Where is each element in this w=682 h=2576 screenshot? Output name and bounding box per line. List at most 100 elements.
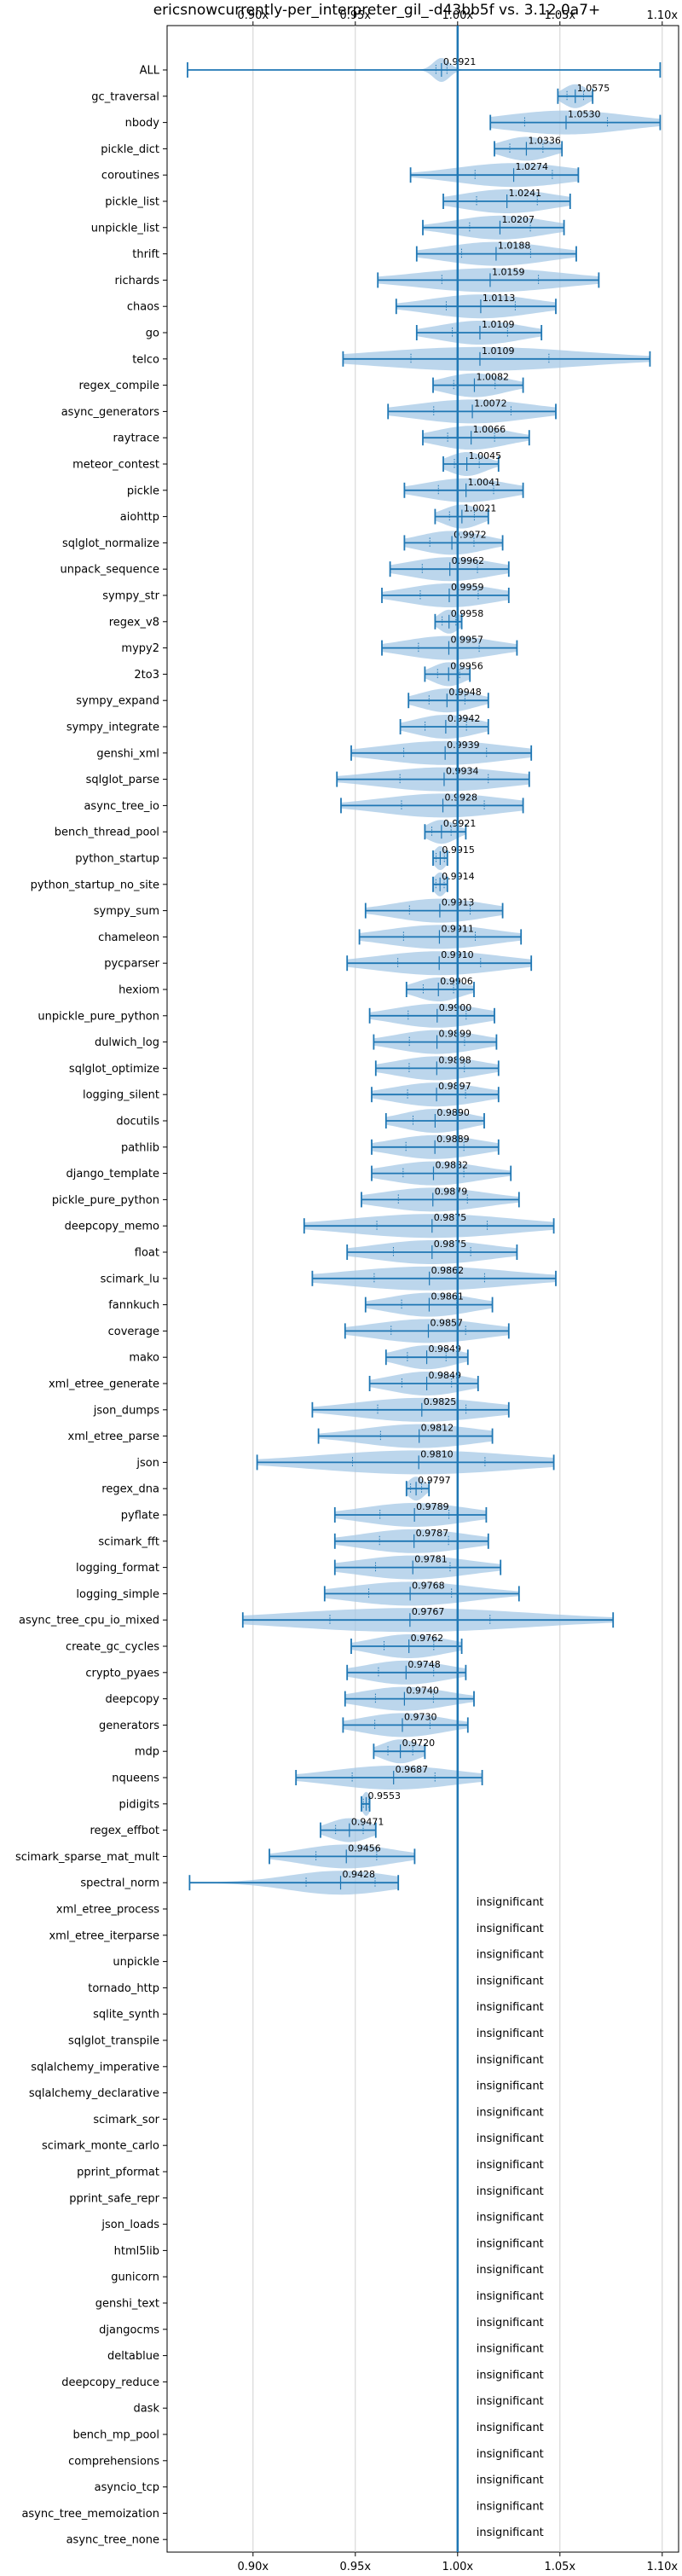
median-value-label: 0.9787 — [416, 1528, 449, 1539]
benchmark-row: tornado_http insignificant — [88, 1975, 544, 1995]
benchmark-row: deepcopy_memo 0.9875 — [65, 1212, 555, 1239]
benchmark-name: xml_etree_process — [56, 1904, 159, 1917]
benchmark-name: django_template — [66, 1168, 159, 1181]
median-value-label: 1.0575 — [577, 83, 610, 94]
benchmark-row: pidigits 0.9553 — [119, 1790, 401, 1816]
benchmark-row: python_startup0.9915 — [75, 844, 475, 870]
x-tick-label-top: 0.90x — [237, 9, 269, 22]
median-value-label: 0.9959 — [451, 582, 484, 593]
benchmark-row: nbody 1.0530 — [125, 109, 662, 135]
benchmark-row: xml_etree_process insignificant — [56, 1896, 544, 1917]
benchmark-row: ALL 0.9921 — [140, 56, 662, 82]
median-value-label: 0.9921 — [443, 818, 477, 829]
insignificant-label: insignificant — [477, 2028, 544, 2040]
benchmark-row: scimark_sparse_mat_mult 0.9456 — [15, 1842, 416, 1869]
benchmark-row: genshi_text insignificant — [95, 2290, 544, 2311]
x-tick-label-bottom: 0.90x — [237, 2561, 269, 2573]
benchmark-name: async_generators — [61, 406, 160, 419]
benchmark-row: async_tree_none insignificant — [66, 2527, 544, 2547]
median-value-label: 0.9789 — [416, 1501, 449, 1512]
benchmark-row: crypto_pyaes 0.9748 — [85, 1659, 467, 1685]
benchmark-row: scimark_lu 0.9862 — [101, 1265, 557, 1291]
benchmark-row: json_dumps 0.9825 — [93, 1396, 510, 1422]
benchmark-name: async_tree_none — [66, 2534, 159, 2547]
benchmark-name: djangocms — [99, 2324, 159, 2336]
median-value-label: 1.0159 — [492, 266, 525, 277]
chart-title: ericsnowcurrently-per_interpreter_gil_-d… — [153, 2, 601, 19]
median-value-label: 0.9762 — [411, 1633, 444, 1644]
insignificant-label: insignificant — [477, 2264, 544, 2277]
benchmark-name: sqlglot_parse — [86, 774, 159, 786]
benchmark-name: nqueens — [112, 1772, 159, 1785]
benchmark-row: deltablue insignificant — [107, 2343, 544, 2364]
benchmark-row: async_tree_memoization insignificant — [21, 2500, 543, 2521]
insignificant-label: insignificant — [477, 2185, 544, 2198]
insignificant-label: insignificant — [477, 2106, 544, 2119]
benchmark-name: deepcopy_reduce — [61, 2376, 159, 2389]
benchmark-name: generators — [99, 1720, 159, 1732]
median-value-label: 1.0113 — [483, 293, 516, 304]
benchmark-row: thrift 1.0188 — [132, 241, 577, 266]
benchmark-row: regex_dna 0.9797 — [101, 1475, 451, 1501]
median-value-label: 0.9862 — [431, 1265, 465, 1276]
benchmark-name: spectral_norm — [80, 1877, 159, 1890]
benchmark-name: sqlite_synth — [93, 2009, 159, 2022]
benchmark-row: create_gc_cycles 0.9762 — [66, 1633, 463, 1658]
median-value-label: 0.9456 — [348, 1842, 381, 1854]
benchmark-row: xml_etree_iterparse insignificant — [49, 1923, 543, 1943]
benchmark-name: scimark_lu — [101, 1273, 159, 1285]
benchmark-row: genshi_xml 0.9939 — [96, 740, 533, 765]
benchmark-name: unpickle_pure_python — [38, 1010, 159, 1023]
median-value-label: 1.0041 — [468, 477, 501, 488]
benchmark-name: hexiom — [118, 984, 159, 997]
insignificant-label: insignificant — [477, 1896, 544, 1909]
benchmark-row: deepcopy_reduce insignificant — [61, 2369, 544, 2389]
benchmark-name: deepcopy — [105, 1693, 159, 1706]
benchmark-name: xml_etree_iterparse — [49, 1929, 159, 1942]
insignificant-label: insignificant — [477, 1975, 544, 1987]
benchmark-row: pathlib 0.9889 — [121, 1134, 500, 1159]
median-value-label: 0.9825 — [424, 1396, 457, 1407]
benchmark-name: async_tree_memoization — [21, 2508, 159, 2521]
benchmark-row: pprint_pformat insignificant — [77, 2159, 544, 2179]
benchmark-name: async_tree_cpu_io_mixed — [19, 1615, 159, 1627]
benchmark-name: sympy_integrate — [66, 722, 159, 734]
benchmark-row: bench_thread_pool 0.9921 — [55, 818, 477, 844]
benchmark-row: pickle 1.0041 — [127, 477, 524, 502]
benchmark-row: mdp 0.9720 — [135, 1738, 435, 1764]
benchmark-row: sqlalchemy_imperative insignificant — [31, 2054, 543, 2074]
insignificant-label: insignificant — [477, 2132, 544, 2145]
benchmark-row: aiohttp 1.0021 — [120, 503, 496, 529]
benchmark-row: mako 0.9849 — [129, 1343, 469, 1370]
benchmark-row: unpickle_list 1.0207 — [91, 214, 565, 240]
benchmark-row: pycparser0.9910 — [104, 949, 533, 976]
benchmark-name: coroutines — [101, 170, 159, 183]
benchmark-name: scimark_monte_carlo — [42, 2140, 159, 2153]
benchmark-name: regex_v8 — [109, 616, 159, 629]
benchmark-row: django_template 0.9882 — [66, 1160, 512, 1186]
benchmark-row: pickle_dict 1.0336 — [101, 135, 564, 161]
benchmark-name: sympy_expand — [76, 695, 159, 708]
benchmark-name: python_startup — [75, 853, 159, 866]
insignificant-label: insignificant — [477, 2080, 544, 2093]
median-value-label: 0.9857 — [430, 1317, 462, 1328]
median-value-label: 0.9897 — [438, 1081, 471, 1092]
benchmark-row: pprint_safe_repr insignificant — [69, 2185, 544, 2206]
benchmark-name: aiohttp — [120, 511, 159, 524]
benchmark-row: async_tree_io 0.9928 — [84, 792, 524, 818]
benchmark-row: sympy_str 0.9959 — [102, 582, 510, 607]
benchmark-name: pidigits — [119, 1798, 160, 1811]
benchmark-name: python_startup_no_site — [31, 879, 159, 891]
benchmark-row: sympy_sum0.9913 — [94, 897, 504, 923]
benchmark-name: crypto_pyaes — [85, 1667, 159, 1680]
median-value-label: 0.9849 — [429, 1343, 462, 1355]
median-value-label: 0.9942 — [448, 713, 481, 724]
x-tick-label-bottom: 1.00x — [442, 2561, 473, 2573]
benchmark-row: logging_silent 0.9897 — [83, 1081, 500, 1107]
benchmark-row: dulwich_log 0.9899 — [95, 1029, 498, 1054]
benchmark-row: gc_traversal 1.0575 — [91, 83, 610, 108]
benchmark-name: coverage — [108, 1326, 159, 1338]
benchmark-name: json_loads — [101, 2219, 159, 2231]
benchmark-row: regex_compile 1.0082 — [78, 372, 524, 397]
benchmark-row: scimark_monte_carlo insignificant — [42, 2132, 544, 2153]
